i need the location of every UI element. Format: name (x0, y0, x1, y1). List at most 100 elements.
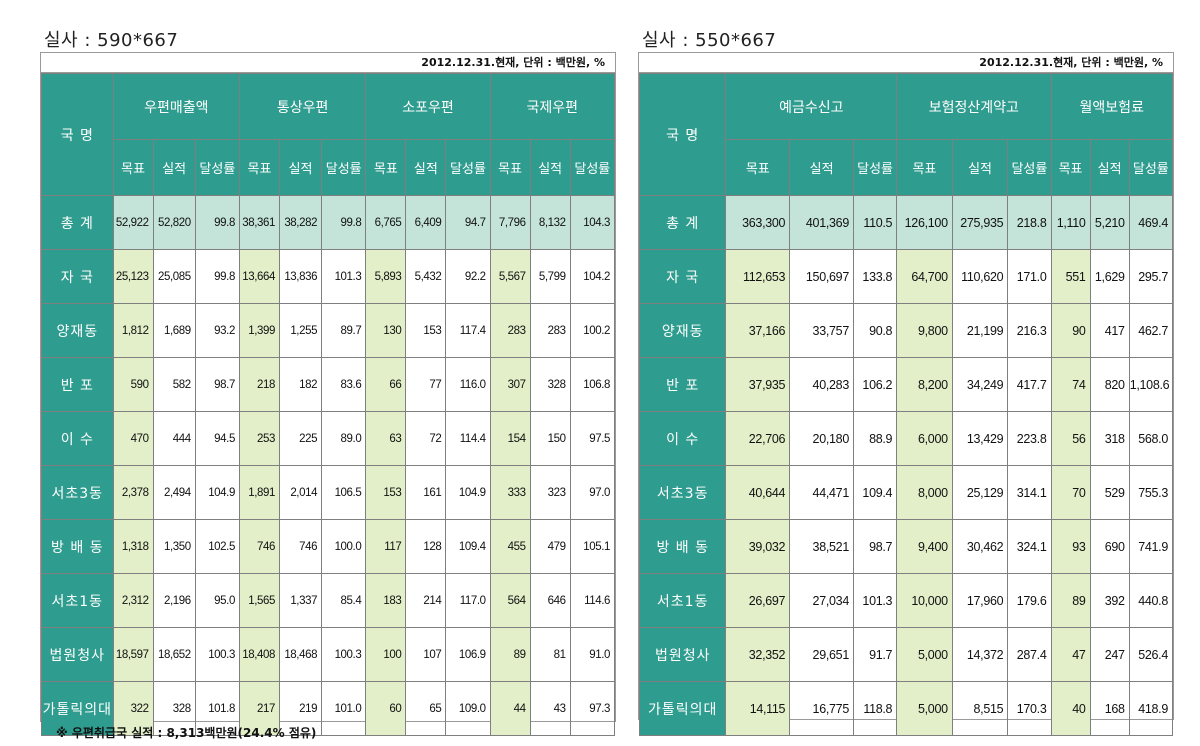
group-header: 통상우편 (238, 73, 367, 140)
rate-cell: 92.2 (445, 249, 491, 304)
rate-cell: 755.3 (1128, 465, 1174, 520)
actual-cell: 529 (1089, 465, 1130, 520)
office-name: 서초3동 (41, 465, 114, 520)
rate-cell: 104.9 (445, 465, 491, 520)
actual-cell: 479 (529, 519, 571, 574)
target-cell: 40 (1050, 681, 1091, 736)
actual-cell: 43 (529, 681, 571, 736)
table-row: 이 수 470 444 94.5 253 225 89.0 63 72 114.4 154 150 97… (41, 411, 616, 466)
target-cell: 551 (1050, 249, 1091, 304)
office-name: 이 수 (638, 411, 727, 466)
rate-cell: 462.7 (1128, 303, 1174, 358)
target-cell: 470 (112, 411, 154, 466)
table-row: 이 수 22,706 20,180 88.9 6,000 13,429 223.8 56 318… (638, 411, 1174, 466)
office-name: 서초1동 (638, 573, 727, 628)
target-cell: 2,378 (112, 465, 154, 520)
rate-cell: 106.5 (321, 465, 367, 520)
table-row: 법원청사 32,352 29,651 91.7 5,000 14,372 287.4 47 24… (638, 627, 1174, 682)
rate-cell: 100.3 (194, 627, 240, 682)
rate-cell: 104.3 (569, 195, 616, 250)
target-cell: 746 (238, 519, 280, 574)
actual-cell: 392 (1089, 573, 1130, 628)
target-cell: 130 (365, 303, 407, 358)
target-cell: 333 (489, 465, 531, 520)
target-cell: 70 (1050, 465, 1091, 520)
sub-header: 달성률 (194, 139, 240, 196)
target-cell: 14,115 (725, 681, 791, 736)
sub-header: 목표 (238, 139, 280, 196)
actual-cell: 14,372 (951, 627, 1009, 682)
rate-cell: 568.0 (1128, 411, 1174, 466)
target-cell: 5,567 (489, 249, 531, 304)
target-cell: 89 (489, 627, 531, 682)
actual-cell: 2,494 (152, 465, 196, 520)
actual-cell: 401,369 (789, 195, 854, 250)
rate-cell: 89.7 (321, 303, 367, 358)
rate-cell: 99.8 (321, 195, 367, 250)
actual-cell: 25,085 (152, 249, 196, 304)
target-cell: 22,706 (725, 411, 791, 466)
actual-cell: 328 (529, 357, 571, 412)
target-cell: 39,032 (725, 519, 791, 574)
rate-cell: 95.0 (194, 573, 240, 628)
rate-cell: 101.8 (194, 681, 240, 736)
rate-cell: 94.7 (445, 195, 491, 250)
table-row: 가톨릭의대 322 328 101.8 217 219 101.0 60 65 109.0 44 43… (41, 681, 616, 736)
target-cell: 89 (1050, 573, 1091, 628)
target-cell: 6,765 (365, 195, 407, 250)
rate-cell: 314.1 (1007, 465, 1052, 520)
unit-note: 2012.12.31.현재, 단위 : 백만원, % (41, 53, 615, 73)
sub-header: 달성률 (321, 139, 367, 196)
table-row: 서초1동 2,312 2,196 95.0 1,565 1,337 85.4 183 214 11… (41, 573, 616, 628)
target-cell: 18,408 (238, 627, 280, 682)
target-cell: 13,664 (238, 249, 280, 304)
sub-header: 달성률 (1128, 139, 1174, 196)
actual-cell: 72 (405, 411, 447, 466)
rate-cell: 216.3 (1007, 303, 1052, 358)
office-name: 법원청사 (41, 627, 114, 682)
group-header: 예금수신고 (725, 73, 898, 140)
actual-cell: 128 (405, 519, 447, 574)
sub-header: 실적 (529, 139, 571, 196)
actual-cell: 5,210 (1089, 195, 1130, 250)
actual-cell: 646 (529, 573, 571, 628)
rate-cell: 114.6 (569, 573, 616, 628)
table-row: 방 배 동 39,032 38,521 98.7 9,400 30,462 324.1 93 6… (638, 519, 1174, 574)
target-cell: 7,796 (489, 195, 531, 250)
actual-cell: 110,620 (951, 249, 1009, 304)
actual-cell: 444 (152, 411, 196, 466)
rate-cell: 94.5 (194, 411, 240, 466)
rate-cell: 114.4 (445, 411, 491, 466)
rate-cell: 118.8 (852, 681, 898, 736)
target-cell: 154 (489, 411, 531, 466)
table-row: 양재동 1,812 1,689 93.2 1,399 1,255 89.7 130 153 117… (41, 303, 616, 358)
sub-header: 달성률 (852, 139, 898, 196)
rate-cell: 97.5 (569, 411, 616, 466)
actual-cell: 1,337 (278, 573, 323, 628)
actual-cell: 275,935 (951, 195, 1009, 250)
target-cell: 64,700 (896, 249, 953, 304)
rate-cell: 89.0 (321, 411, 367, 466)
target-cell: 1,318 (112, 519, 154, 574)
left-caption: 실사 : 590*667 (44, 30, 179, 51)
rate-cell: 98.7 (194, 357, 240, 412)
rate-cell: 101.3 (852, 573, 898, 628)
actual-cell: 65 (405, 681, 447, 736)
table-row: 법원청사 18,597 18,652 100.3 18,408 18,468 100.3 10… (41, 627, 616, 682)
office-name: 서초3동 (638, 465, 727, 520)
target-cell: 363,300 (725, 195, 791, 250)
group-header: 월액보험료 (1050, 73, 1173, 140)
actual-cell: 690 (1089, 519, 1130, 574)
actual-cell: 17,960 (951, 573, 1009, 628)
actual-cell: 2,014 (278, 465, 323, 520)
actual-cell: 153 (405, 303, 447, 358)
office-name: 서초1동 (41, 573, 114, 628)
target-cell: 90 (1050, 303, 1091, 358)
actual-cell: 1,689 (152, 303, 196, 358)
target-cell: 218 (238, 357, 280, 412)
target-cell: 60 (365, 681, 407, 736)
target-cell: 56 (1050, 411, 1091, 466)
postal-sales-table: 국 명 우편매출액 통상우편 소포우편 국제우편 목표 실적 달성률 목표 실적 달성률 목… (41, 73, 616, 736)
actual-cell: 225 (278, 411, 323, 466)
actual-cell: 20,180 (789, 411, 854, 466)
